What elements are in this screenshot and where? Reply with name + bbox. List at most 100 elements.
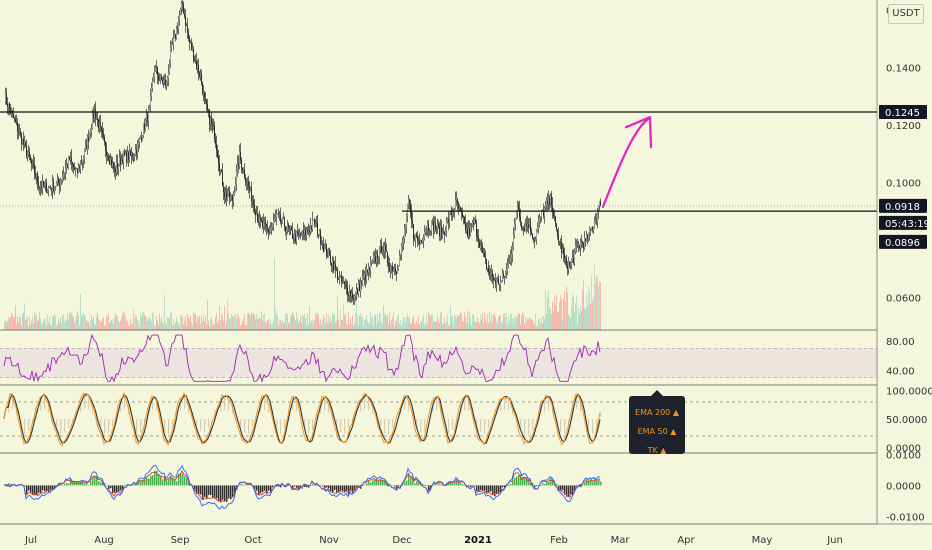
volume-bar bbox=[156, 316, 157, 330]
volume-bar bbox=[255, 318, 256, 330]
candle-body bbox=[444, 232, 445, 235]
candle-body bbox=[467, 228, 468, 237]
volume-bar bbox=[160, 321, 161, 330]
candle-body bbox=[529, 221, 530, 228]
candle-body bbox=[302, 230, 303, 236]
volume-bar bbox=[472, 314, 473, 330]
volume-bar bbox=[396, 321, 397, 330]
volume-bar bbox=[549, 308, 550, 330]
candle-body bbox=[207, 104, 208, 111]
candle-body bbox=[341, 276, 342, 282]
stoch-shade bbox=[292, 396, 294, 411]
volume-bar bbox=[511, 313, 512, 330]
macd-histogram-bar bbox=[134, 484, 136, 486]
stoch-shade bbox=[224, 396, 226, 410]
macd-histogram-bar bbox=[594, 478, 596, 486]
volume-bar bbox=[7, 320, 8, 330]
volume-bar bbox=[527, 318, 528, 330]
volume-bar bbox=[403, 316, 404, 330]
candle-body bbox=[440, 226, 441, 237]
currency-label[interactable]: USDT bbox=[888, 4, 924, 24]
candle-body bbox=[323, 244, 324, 252]
candle-body bbox=[379, 245, 380, 258]
macd-histogram-bar bbox=[522, 477, 524, 486]
candle-body bbox=[216, 144, 217, 152]
candle-body bbox=[61, 180, 62, 182]
candle-body bbox=[490, 273, 491, 275]
volume-bar bbox=[271, 324, 272, 330]
candle-body bbox=[475, 219, 476, 223]
macd-histogram-bar bbox=[448, 482, 450, 486]
volume-bar bbox=[171, 312, 172, 330]
macd-histogram-bar bbox=[508, 485, 510, 486]
volume-bar bbox=[446, 321, 447, 330]
candle-body bbox=[311, 226, 312, 230]
volume-bar bbox=[386, 316, 387, 330]
candle-body bbox=[206, 100, 207, 105]
stoch-shade bbox=[524, 419, 526, 434]
time-tick-label: Dec bbox=[392, 535, 411, 546]
candle-body bbox=[431, 221, 432, 232]
volume-bar bbox=[32, 316, 33, 330]
candle-layer bbox=[5, 0, 601, 306]
volume-bar bbox=[319, 323, 320, 330]
candle-body bbox=[169, 63, 170, 73]
price-axis[interactable]: 0.16000.14000.12000.10000.08000.060080.0… bbox=[876, 0, 932, 524]
macd-histogram-bar bbox=[186, 477, 188, 486]
candle-body bbox=[222, 171, 223, 186]
candle-body bbox=[560, 241, 561, 243]
candle-body bbox=[55, 186, 56, 188]
candle-body bbox=[500, 281, 501, 286]
candle-body bbox=[65, 168, 66, 173]
macd-histogram-bar bbox=[524, 476, 526, 486]
macd-histogram-bar bbox=[138, 480, 140, 486]
volume-bar bbox=[266, 322, 267, 330]
candle-body bbox=[68, 157, 69, 168]
volume-bar bbox=[190, 315, 191, 330]
time-tick-label: May bbox=[752, 535, 773, 546]
candle-body bbox=[144, 123, 145, 130]
volume-bar bbox=[323, 314, 324, 330]
candle-body bbox=[546, 200, 547, 205]
trend-arrow-drawing[interactable] bbox=[601, 116, 653, 208]
candle-body bbox=[204, 92, 205, 99]
volume-bar bbox=[152, 312, 153, 330]
volume-bar bbox=[138, 320, 139, 330]
candle-body bbox=[110, 159, 111, 164]
stoch-shade bbox=[416, 419, 418, 428]
macd-histogram-bar bbox=[216, 485, 218, 499]
volume-bar bbox=[296, 312, 297, 330]
candle-body bbox=[309, 230, 310, 232]
candle-body bbox=[132, 153, 133, 157]
volume-bar bbox=[207, 300, 208, 330]
volume-bar bbox=[562, 319, 563, 330]
volume-bar bbox=[583, 279, 584, 330]
candle-body bbox=[300, 233, 301, 235]
volume-bar bbox=[569, 315, 570, 330]
candle-body bbox=[221, 169, 222, 172]
volume-bar bbox=[505, 317, 506, 330]
candle-body bbox=[276, 214, 277, 218]
volume-bar bbox=[455, 315, 456, 330]
volume-bar bbox=[336, 321, 337, 330]
volume-bar bbox=[211, 317, 212, 330]
time-axis[interactable]: Jul Aug Sep Oct Nov Dec 2021 Feb Mar Apr May Jun bbox=[0, 523, 932, 546]
volume-bar bbox=[188, 317, 189, 330]
stoch-shade bbox=[464, 397, 466, 411]
macd-histogram-bar bbox=[492, 485, 494, 495]
volume-bar bbox=[317, 312, 318, 330]
candle-body bbox=[250, 187, 251, 191]
volume-bar bbox=[292, 312, 293, 330]
volume-bar bbox=[247, 314, 248, 330]
candle-body bbox=[208, 110, 209, 111]
volume-bar bbox=[508, 316, 509, 330]
volume-bar bbox=[368, 323, 369, 330]
candle-body bbox=[128, 151, 129, 161]
volume-bar bbox=[293, 314, 294, 330]
volume-bar bbox=[144, 314, 145, 330]
candle-body bbox=[329, 250, 330, 256]
candle-body bbox=[421, 240, 422, 243]
stoch-shade bbox=[276, 419, 278, 428]
